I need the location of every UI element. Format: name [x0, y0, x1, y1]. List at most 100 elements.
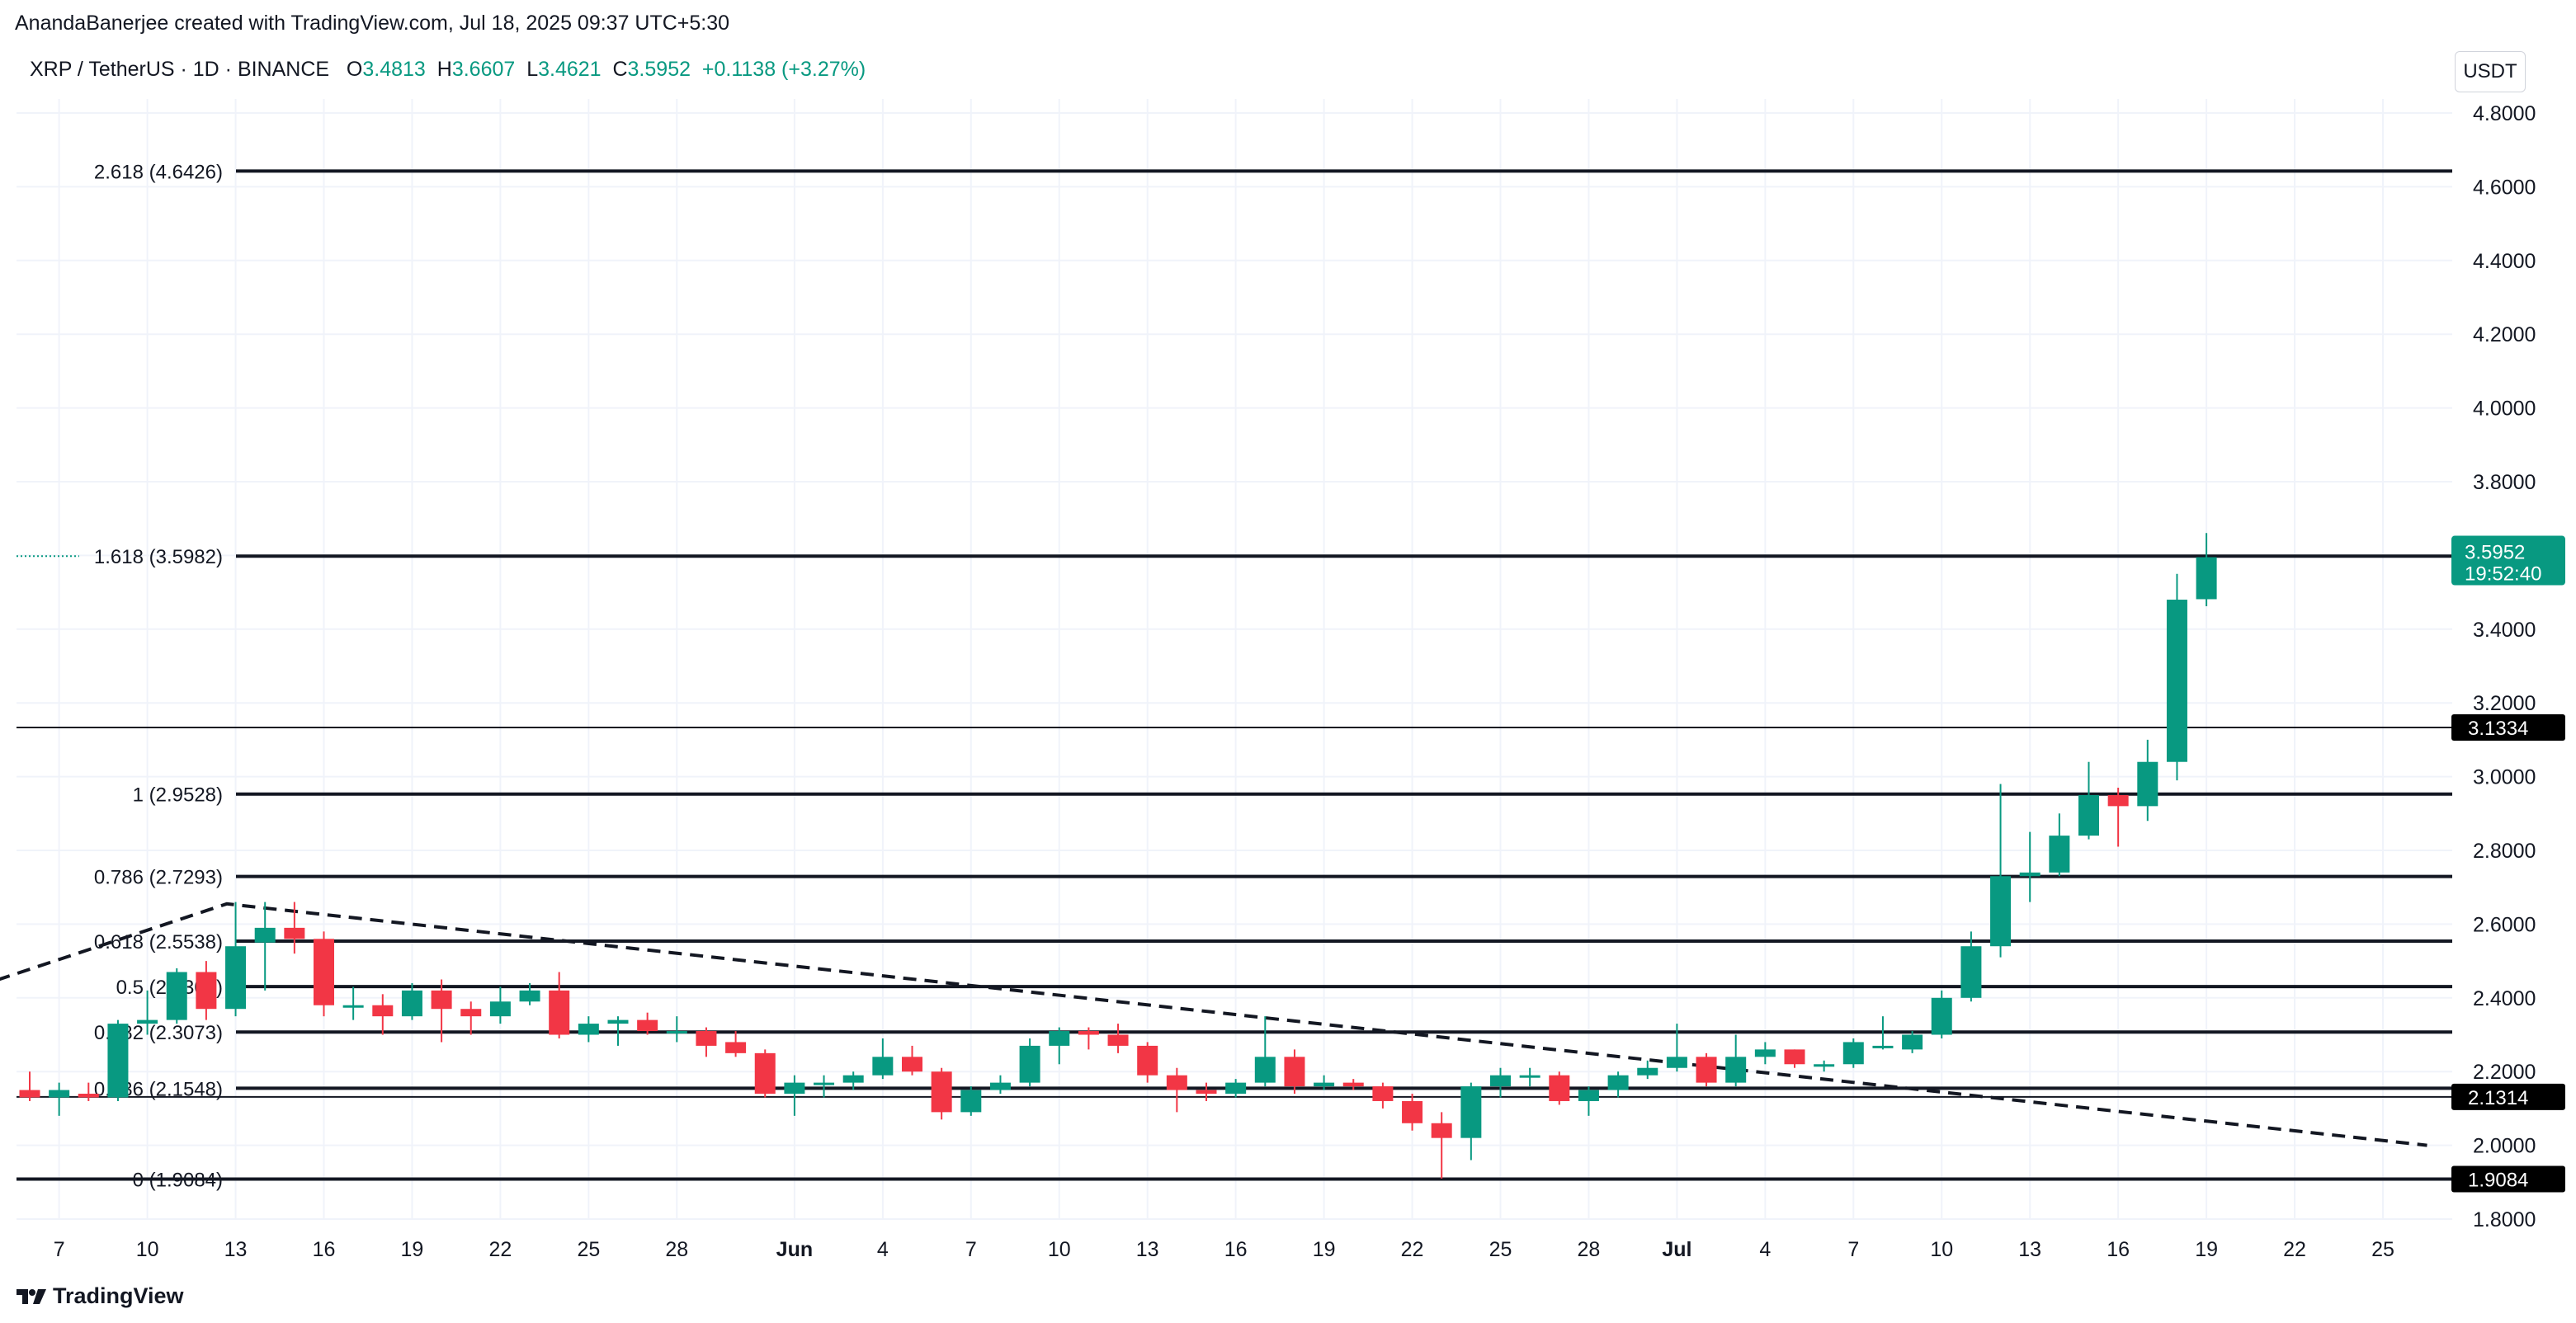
candle-body — [1254, 1057, 1276, 1083]
candle-body — [225, 946, 247, 1010]
time-tick-label: 19 — [2195, 1238, 2218, 1261]
candle-body — [872, 1057, 894, 1076]
line-price-tag-value: 2.1314 — [2468, 1087, 2528, 1109]
low-value: 3.4621 — [538, 58, 602, 81]
time-tick-label: 22 — [1401, 1238, 1424, 1261]
time-tick-label: 13 — [224, 1238, 248, 1261]
candle-body — [1872, 1045, 1894, 1048]
time-tick-label: 16 — [313, 1238, 336, 1261]
candle-body — [342, 1005, 364, 1008]
price-tick-label: 2.6000 — [2473, 913, 2536, 936]
low-label: L — [526, 58, 539, 81]
chart-credit: AnandaBanerjee created with TradingView.… — [15, 12, 730, 35]
time-tick-label: 10 — [1048, 1238, 1071, 1261]
candle-body — [960, 1090, 982, 1113]
chart-grid — [17, 99, 2452, 1220]
candle-body — [1607, 1075, 1629, 1090]
time-tick-label: 25 — [577, 1238, 600, 1261]
currency-unit-button[interactable]: USDT — [2455, 51, 2526, 92]
candle-body — [431, 990, 452, 1010]
fib-retracement[interactable]: 2.618 (4.6426) 1.618 (3.5982) 1 (2.9528) 0.… — [17, 161, 2452, 1192]
candle-body — [78, 1094, 99, 1098]
candle-body — [1696, 1057, 1717, 1083]
bar-countdown: 19:52:40 — [2465, 563, 2541, 586]
candle-body — [1284, 1057, 1305, 1087]
line-price-tag — [2451, 1083, 2565, 1110]
time-tick-label: 22 — [488, 1238, 512, 1261]
price-tick-label: 3.0000 — [2473, 766, 2536, 789]
candle-body — [166, 972, 187, 1020]
candle-body — [1372, 1086, 1394, 1101]
candle-body — [1314, 1082, 1335, 1087]
candle-body — [1814, 1064, 1835, 1067]
tradingview-logo[interactable]: TradingView — [17, 1283, 184, 1309]
candle-body — [1078, 1031, 1099, 1035]
time-tick-label: 7 — [1847, 1238, 1859, 1261]
fib-level-label: 1 (2.9528) — [133, 784, 223, 807]
candle-body — [1225, 1082, 1247, 1095]
line-price-tag — [2451, 1165, 2565, 1193]
candle-body — [1784, 1049, 1805, 1065]
candle-body — [254, 927, 276, 943]
fib-level-label: 1.618 (3.5982) — [94, 546, 223, 568]
candle-body — [814, 1082, 835, 1085]
candle-body — [2107, 794, 2129, 807]
candle-body — [2137, 761, 2158, 807]
time-tick-label: 4 — [1759, 1238, 1771, 1261]
fib-level-label: 0.786 (2.7293) — [94, 867, 223, 889]
candle-body — [460, 1009, 482, 1017]
currency-unit-label: USDT — [2463, 60, 2517, 82]
candle-body — [549, 990, 570, 1035]
candle-body — [314, 939, 334, 1005]
candle-body — [1431, 1123, 1452, 1138]
candle-body — [1107, 1034, 1129, 1046]
time-tick-label: 19 — [401, 1238, 424, 1261]
candle-body — [1460, 1086, 1482, 1138]
candle-body — [784, 1082, 805, 1095]
symbol-title[interactable]: XRP / TetherUS · 1D · BINANCE — [30, 58, 330, 81]
time-axis[interactable]: 7 10 13 16 19 22 25 28 Jun 4 7 10 13 16 19 22 25 28 Jul 4 7 1… — [54, 1238, 2394, 1261]
time-tick-label: 7 — [965, 1238, 977, 1261]
current-price-tag — [2451, 535, 2565, 586]
candle-body — [401, 990, 422, 1017]
candle-body — [1196, 1090, 1217, 1095]
high-value: 3.6607 — [451, 58, 516, 81]
price-tick-label: 2.0000 — [2473, 1135, 2536, 1158]
candle-body — [49, 1090, 70, 1098]
time-tick-label: Jul — [1662, 1238, 1691, 1261]
price-tick-label: 1.8000 — [2473, 1208, 2536, 1231]
time-tick-label: 13 — [2018, 1238, 2041, 1261]
time-tick-label: 10 — [136, 1238, 159, 1261]
change-value: +0.1138 (+3.27%) — [701, 58, 866, 81]
price-axis[interactable]: 4.80004.60004.40004.20004.00003.80003.60… — [2473, 102, 2536, 1231]
candle-body — [1019, 1045, 1040, 1083]
candle-body — [989, 1082, 1011, 1090]
candle-body — [607, 1019, 629, 1024]
line-price-tag-value: 3.1334 — [2468, 718, 2528, 740]
price-tick-label: 3.8000 — [2473, 471, 2536, 494]
candle-body — [1049, 1031, 1070, 1046]
candle-body — [931, 1071, 952, 1113]
trendline[interactable] — [0, 902, 2427, 1147]
candlestick-series — [19, 533, 2217, 1179]
time-tick-label: 4 — [877, 1238, 889, 1261]
fib-level-label: 0 (1.9084) — [133, 1170, 223, 1192]
line-price-tag — [2451, 713, 2565, 741]
candle-body — [1490, 1075, 1511, 1087]
time-tick-label: 19 — [1313, 1238, 1336, 1261]
horizontal-lines — [17, 726, 2452, 1098]
line-price-tag-value: 1.9084 — [2468, 1170, 2528, 1192]
candle-body — [2078, 794, 2099, 836]
candle-body — [196, 972, 217, 1010]
candle-body — [1137, 1045, 1158, 1076]
dashed-trendline — [0, 902, 2427, 1147]
candle-body — [107, 1024, 129, 1098]
candle-body — [19, 1090, 40, 1098]
price-tick-label: 4.2000 — [2473, 323, 2536, 346]
candle-body — [489, 1001, 511, 1017]
fib-level-label: 2.618 (4.6426) — [94, 161, 223, 183]
time-tick-label: 25 — [1489, 1238, 1512, 1261]
price-tick-label: 2.2000 — [2473, 1061, 2536, 1084]
